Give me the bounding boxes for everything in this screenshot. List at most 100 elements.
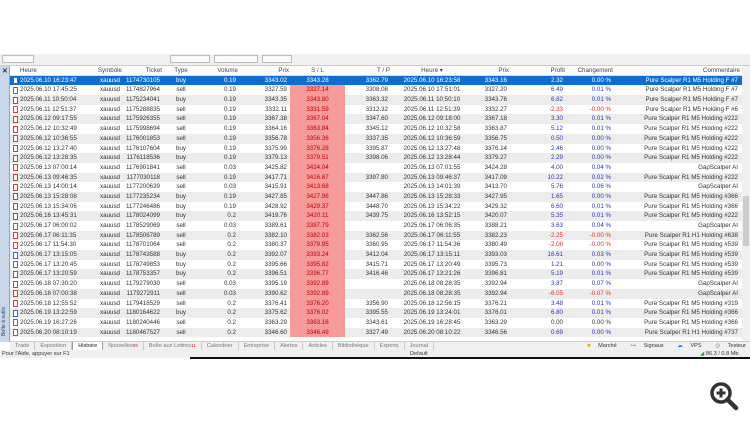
scrollbar-thumb[interactable] xyxy=(743,196,749,246)
table-row[interactable]: 2025.06.13 15:34:06 xauusd 1177246486 buy 0.… xyxy=(10,201,742,212)
cell-change: -0.00 % xyxy=(589,231,611,239)
table-row[interactable]: 2025.06.18 07:00:38 xauusd 1179272911 sell 0… xyxy=(10,288,742,299)
buy-deal-icon xyxy=(13,203,18,211)
table-row[interactable]: 2025.06.11 10:50:04 xauusd 1175234041 buy 0.… xyxy=(10,95,742,105)
cell-ticket: 1176001853 xyxy=(126,134,160,142)
tab-exposition[interactable]: Exposition xyxy=(35,342,73,350)
tab-experts[interactable]: Experts xyxy=(375,342,405,350)
table-row[interactable]: 2025.06.16 13:45:31 xauusd 1178024099 buy 0.… xyxy=(10,211,742,222)
vertical-scrollbar[interactable] xyxy=(742,66,750,342)
cell-take-profit: 3312.32 xyxy=(365,105,388,113)
tab-nouvelles[interactable]: Nouvelles99 xyxy=(103,342,144,350)
table-row[interactable]: 2025.06.13 14:00:14 xauusd 1177200639 sell 0… xyxy=(10,182,742,192)
header-profit[interactable]: Profit xyxy=(550,67,565,74)
cell-open-price: 3363.29 xyxy=(264,318,287,326)
toolbar-button[interactable] xyxy=(262,55,292,63)
zoom-in-icon[interactable] xyxy=(709,381,739,411)
tab-market[interactable]: ■ Marché xyxy=(581,343,617,349)
cell-change: 0.04 % xyxy=(591,222,611,229)
table-row[interactable]: 2025.06.10 17:45:25 xauusd 1174827964 sell 0… xyxy=(10,85,742,96)
tab-articles[interactable]: Articles xyxy=(303,342,333,350)
cell-comment: Pure Scalper R1 M5 Holding #222 xyxy=(644,212,738,220)
cell-ticket: 1174730105 xyxy=(126,76,160,84)
table-row[interactable]: 2025.06.19 16:27:26 xauusd 1180240446 sell 0… xyxy=(10,317,742,328)
header-change[interactable]: Changement xyxy=(577,67,613,74)
header-close-price[interactable]: Prix xyxy=(498,67,509,74)
tab-alertes[interactable]: Alertes xyxy=(275,342,304,350)
cell-stop-loss: 3379.51 xyxy=(290,153,345,163)
tab-vps[interactable]: ☁ VPS xyxy=(671,343,701,349)
header-stop-loss[interactable]: S / L xyxy=(311,67,324,74)
table-header: Heure Symbole Ticket Type Volume Prix S / L T /… xyxy=(10,66,742,76)
cell-symbol: xauusd xyxy=(100,183,120,191)
tab-calendrier[interactable]: Calendrier xyxy=(202,342,239,350)
table-row[interactable]: 2025.06.17 13:15:05 xauusd 1178743588 buy 0.… xyxy=(10,250,742,260)
cell-volume: 0.03 xyxy=(223,163,236,171)
cell-ticket: 1176118536 xyxy=(126,154,161,162)
table-row[interactable]: 2025.06.18 07:30:20 xauusd 1179279030 sell 0… xyxy=(10,279,742,289)
table-row[interactable]: 2025.06.10 16:23:47 xauusd 1174730105 buy 0.… xyxy=(10,75,742,86)
table-row[interactable]: 2025.06.12 10:32:49 xauusd 1175998694 sell 0… xyxy=(10,124,742,134)
tab-trade[interactable]: Trade xyxy=(10,342,36,350)
close-icon[interactable]: ✕ xyxy=(2,68,8,75)
buy-deal-icon xyxy=(13,309,18,317)
table-row[interactable]: 2025.06.13 09:46:35 xauusd 1177030118 sell 0… xyxy=(10,172,742,183)
cell-open-price: 3375.99 xyxy=(264,144,287,152)
sell-deal-icon xyxy=(13,174,18,182)
header-ticket[interactable]: Ticket xyxy=(145,67,162,74)
header-volume[interactable]: Volume xyxy=(217,67,238,74)
cell-open-time: 2025.06.11 12:51:37 xyxy=(20,105,77,113)
table-row[interactable]: 2025.06.17 06:00:02 xauusd 1178529069 sell 0… xyxy=(10,221,742,231)
table-row[interactable]: 2025.06.13 07:00:14 xauusd 1176901841 sell 0… xyxy=(10,162,742,173)
cell-ticket: 1176901841 xyxy=(126,163,160,171)
header-comment[interactable]: Commentaire xyxy=(702,67,740,74)
cell-profit: 6.60 xyxy=(550,202,563,210)
cell-profit: 2.46 xyxy=(550,144,563,152)
table-row[interactable]: 2025.06.19 13:22:59 xauusd 1180164622 buy 0.… xyxy=(10,308,742,318)
cell-close-price: 3343.76 xyxy=(484,96,507,104)
sell-deal-icon xyxy=(13,183,18,191)
toolbar-button[interactable] xyxy=(2,55,34,63)
tab-tester[interactable]: ◎ Testeur xyxy=(709,343,746,349)
cell-take-profit: 3343.61 xyxy=(365,318,388,326)
table-row[interactable]: 2025.06.12 10:36:55 xauusd 1176001853 sell 0… xyxy=(10,133,742,144)
cell-ticket: 1178753357 xyxy=(126,270,160,278)
header-type[interactable]: Type xyxy=(174,67,188,74)
tab-signals[interactable]: ⊶ Signaux xyxy=(624,343,663,349)
table-row[interactable]: 2025.06.12 09:17:55 xauusd 1175926355 sell 0… xyxy=(10,114,742,125)
tab-journal[interactable]: Journal xyxy=(405,342,434,350)
cell-type: buy xyxy=(176,251,186,259)
table-row[interactable]: 2025.06.13 15:28:08 xauusd 1177235234 buy 0.… xyxy=(10,191,742,202)
cell-change: 0.00 % xyxy=(591,328,611,336)
toolbar-button[interactable] xyxy=(214,55,258,63)
cell-close-time: 2025.06.16 13:52:15 xyxy=(403,212,461,220)
header-close-time[interactable]: Heure ▾ xyxy=(421,67,443,74)
tab-bibliothèque[interactable]: Bibliothèque xyxy=(333,342,375,350)
table-row[interactable]: 2025.06.17 06:11:35 xauusd 1178506789 sell 0… xyxy=(10,230,742,241)
table-row[interactable]: 2025.06.20 08:10:19 xauusd 1180467527 sell 0… xyxy=(10,327,742,338)
cell-change: -0.00 % xyxy=(589,241,611,249)
header-take-profit[interactable]: T / P xyxy=(377,67,390,74)
table-row[interactable]: 2025.06.11 12:51:37 xauusd 1175288835 sell 0… xyxy=(10,104,742,115)
cell-ticket: 1180164622 xyxy=(126,309,160,317)
cell-ticket: 1177030118 xyxy=(126,173,161,181)
tab-boîte-aux-lettres[interactable]: Boîte aux Lettres11 xyxy=(144,342,202,350)
cell-ticket: 1175234041 xyxy=(126,96,160,104)
header-open-time[interactable]: Heure xyxy=(20,67,37,74)
table-row[interactable]: 2025.06.12 13:27:40 xauusd 1176107604 buy 0.… xyxy=(10,143,742,154)
toolbar-button[interactable] xyxy=(170,55,210,63)
table-row[interactable]: 2025.06.18 12:55:52 xauusd 1179418529 sell 0… xyxy=(10,298,742,309)
tab-entreprise[interactable]: Entreprise xyxy=(239,342,276,350)
cell-change: 0.00 % xyxy=(591,192,611,200)
header-open-price[interactable]: Prix xyxy=(278,67,289,74)
cell-stop-loss: 3393.24 xyxy=(290,250,345,260)
table-row[interactable]: 2025.06.17 13:20:59 xauusd 1178753357 buy 0.… xyxy=(10,269,742,280)
header-symbol[interactable]: Symbole xyxy=(97,67,122,74)
cell-take-profit: 3397.80 xyxy=(365,173,388,181)
table-row[interactable]: 2025.06.12 13:28:35 xauusd 1176118536 buy 0.… xyxy=(10,153,742,163)
cell-type: sell xyxy=(176,125,186,133)
table-row[interactable]: 2025.06.17 11:54:30 xauusd 1178701064 sell 0… xyxy=(10,240,742,251)
table-row[interactable]: 2025.06.17 13:20:45 xauusd 1178749853 buy 0.… xyxy=(10,259,742,270)
cell-stop-loss: 3376.02 xyxy=(290,308,345,318)
cell-close-time: 2025.06.18 08:28:35 xyxy=(403,289,461,297)
